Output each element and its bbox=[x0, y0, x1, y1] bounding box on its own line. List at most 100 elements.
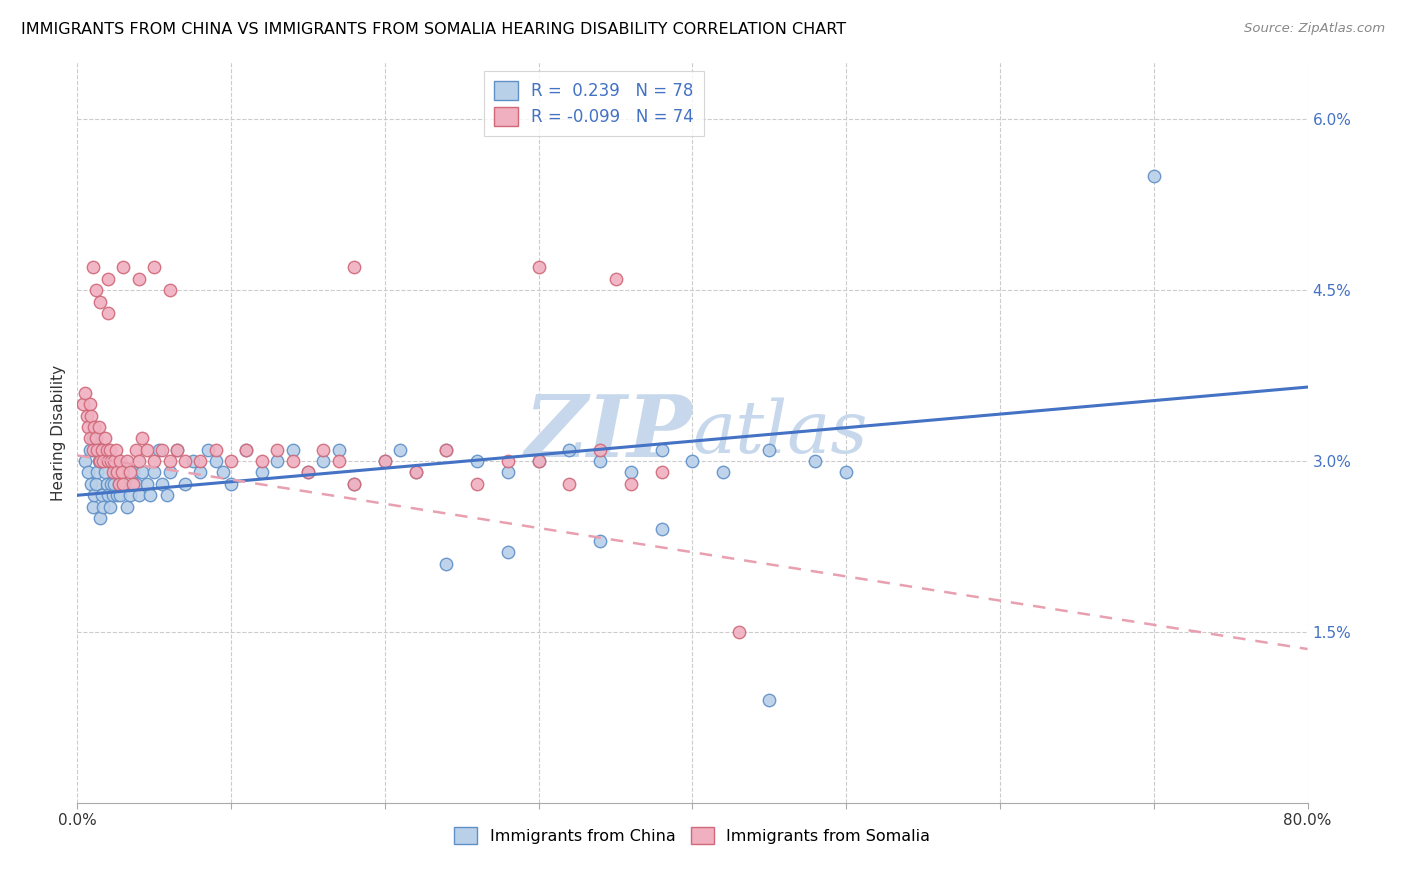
Point bbox=[159, 283, 181, 297]
Point bbox=[436, 442, 458, 457]
Point bbox=[174, 476, 197, 491]
Point bbox=[73, 454, 96, 468]
Point bbox=[103, 476, 125, 491]
Point bbox=[527, 454, 550, 468]
Point bbox=[651, 523, 673, 537]
Point bbox=[620, 476, 643, 491]
Point bbox=[112, 476, 135, 491]
Point bbox=[758, 693, 780, 707]
Point bbox=[758, 442, 780, 457]
Point bbox=[150, 442, 173, 457]
Point bbox=[111, 466, 134, 480]
Point bbox=[80, 409, 103, 423]
Point bbox=[496, 466, 519, 480]
Point bbox=[143, 454, 166, 468]
Point bbox=[159, 454, 181, 468]
Point bbox=[328, 442, 350, 457]
Point bbox=[86, 442, 108, 457]
Point bbox=[374, 454, 396, 468]
Point bbox=[328, 454, 350, 468]
Point bbox=[312, 442, 335, 457]
Point bbox=[73, 385, 96, 400]
Point bbox=[436, 442, 458, 457]
Point bbox=[83, 488, 105, 502]
Point bbox=[115, 454, 138, 468]
Point bbox=[98, 442, 121, 457]
Point bbox=[89, 294, 111, 309]
Point bbox=[125, 476, 148, 491]
Point bbox=[197, 442, 219, 457]
Point bbox=[100, 476, 122, 491]
Point bbox=[79, 397, 101, 411]
Point bbox=[250, 454, 273, 468]
Y-axis label: Hearing Disability: Hearing Disability bbox=[51, 365, 66, 500]
Point bbox=[1143, 169, 1166, 184]
Point bbox=[125, 442, 148, 457]
Point bbox=[155, 488, 177, 502]
Point bbox=[281, 442, 304, 457]
Point bbox=[219, 476, 242, 491]
Point bbox=[138, 488, 160, 502]
Point bbox=[150, 476, 173, 491]
Point bbox=[128, 488, 150, 502]
Point bbox=[204, 454, 226, 468]
Point bbox=[82, 500, 104, 514]
Point bbox=[389, 442, 412, 457]
Point bbox=[108, 476, 131, 491]
Legend: Immigrants from China, Immigrants from Somalia: Immigrants from China, Immigrants from S… bbox=[449, 821, 936, 850]
Point bbox=[79, 442, 101, 457]
Point bbox=[115, 500, 138, 514]
Point bbox=[266, 454, 288, 468]
Point bbox=[804, 454, 827, 468]
Point bbox=[90, 488, 114, 502]
Point bbox=[135, 476, 157, 491]
Point bbox=[77, 420, 100, 434]
Point bbox=[166, 442, 188, 457]
Point bbox=[111, 466, 134, 480]
Point bbox=[682, 454, 704, 468]
Point bbox=[105, 488, 128, 502]
Point bbox=[405, 466, 427, 480]
Point bbox=[94, 431, 117, 445]
Point bbox=[297, 466, 319, 480]
Point bbox=[343, 476, 366, 491]
Point bbox=[93, 500, 115, 514]
Point bbox=[174, 454, 197, 468]
Point bbox=[89, 511, 111, 525]
Point bbox=[204, 442, 226, 457]
Point bbox=[343, 476, 366, 491]
Point bbox=[83, 420, 105, 434]
Point bbox=[82, 442, 104, 457]
Text: IMMIGRANTS FROM CHINA VS IMMIGRANTS FROM SOMALIA HEARING DISABILITY CORRELATION : IMMIGRANTS FROM CHINA VS IMMIGRANTS FROM… bbox=[21, 22, 846, 37]
Point bbox=[89, 454, 111, 468]
Point bbox=[131, 431, 153, 445]
Point bbox=[128, 454, 150, 468]
Point bbox=[96, 476, 118, 491]
Point bbox=[181, 454, 204, 468]
Point bbox=[266, 442, 288, 457]
Point bbox=[343, 260, 366, 275]
Point bbox=[131, 466, 153, 480]
Point bbox=[79, 431, 101, 445]
Point bbox=[405, 466, 427, 480]
Point bbox=[212, 466, 235, 480]
Point bbox=[835, 466, 858, 480]
Point bbox=[76, 409, 98, 423]
Point bbox=[112, 476, 135, 491]
Point bbox=[188, 454, 212, 468]
Point bbox=[496, 545, 519, 559]
Point bbox=[219, 454, 242, 468]
Point bbox=[436, 557, 458, 571]
Point bbox=[558, 442, 581, 457]
Point bbox=[159, 466, 181, 480]
Point bbox=[82, 431, 104, 445]
Point bbox=[651, 442, 673, 457]
Text: ZIP: ZIP bbox=[524, 391, 693, 475]
Point bbox=[101, 466, 124, 480]
Point bbox=[527, 260, 550, 275]
Point bbox=[84, 476, 107, 491]
Point bbox=[465, 476, 488, 491]
Point bbox=[72, 397, 94, 411]
Point bbox=[97, 488, 120, 502]
Point bbox=[100, 454, 122, 468]
